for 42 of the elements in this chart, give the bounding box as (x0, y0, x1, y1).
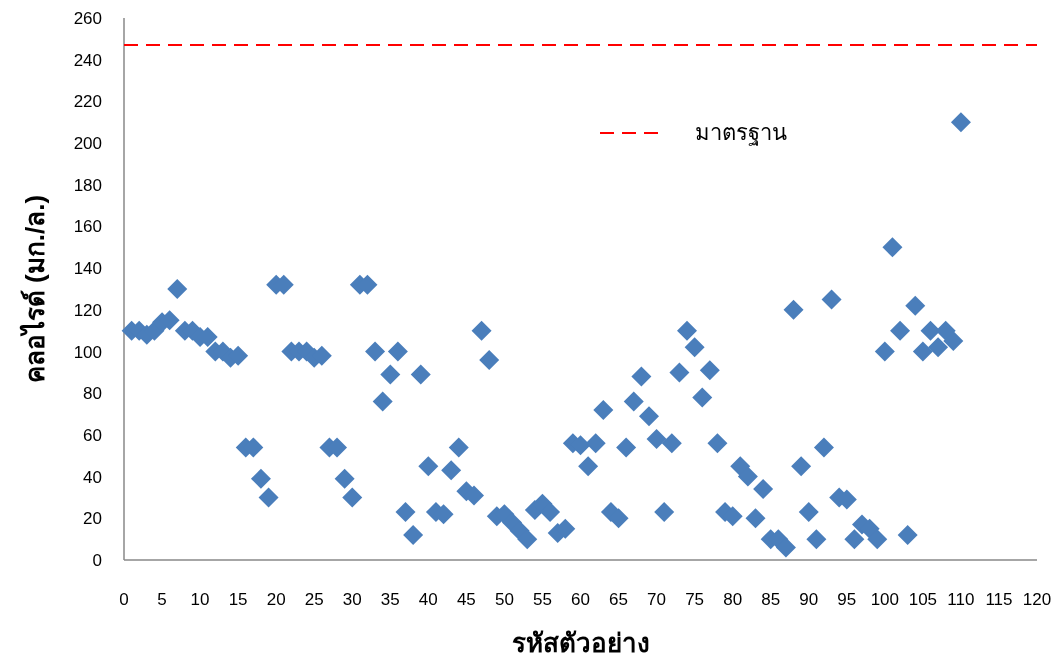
x-tick-label: 55 (533, 590, 552, 609)
x-tick-label: 120 (1022, 590, 1052, 609)
y-tick-label: 80 (83, 384, 102, 404)
y-tick-label: 40 (83, 467, 102, 487)
legend-label: มาตรฐาน (695, 120, 787, 146)
y-tick-label: 140 (73, 259, 102, 279)
x-tick-label: 60 (571, 590, 590, 609)
x-tick-label: 100 (870, 590, 900, 609)
x-tick-label: 10 (190, 590, 210, 609)
x-tick-label: 35 (380, 590, 400, 609)
x-axis-title: รหัสตัวอย่าง (511, 628, 650, 658)
x-tick-label: 105 (908, 590, 938, 609)
x-tick-label: 65 (609, 590, 628, 609)
y-tick-label: 240 (73, 50, 102, 70)
x-tick-label: 50 (494, 590, 514, 609)
y-tick-label: 160 (73, 217, 102, 237)
x-tick-label: 115 (985, 590, 1013, 609)
y-tick-label: 120 (73, 300, 102, 320)
x-tick-label: 85 (761, 590, 781, 609)
y-tick-label: 260 (73, 9, 102, 28)
y-tick-label: 20 (83, 509, 102, 529)
y-tick-label: 220 (73, 92, 102, 112)
y-axis-title: คลอไรด์ (มก./ล.) (19, 194, 50, 384)
x-tick-label: 70 (647, 590, 667, 609)
y-tick-label: 180 (73, 175, 102, 195)
y-tick-label: 0 (92, 551, 102, 570)
x-tick-label: 25 (304, 590, 324, 609)
x-tick-label: 40 (418, 590, 438, 609)
y-tick-label: 100 (73, 342, 102, 362)
x-tick-label: 20 (266, 590, 286, 609)
x-tick-label: 110 (947, 590, 975, 609)
x-tick-label: 80 (723, 590, 743, 609)
x-tick-label: 75 (685, 590, 705, 609)
x-tick-label: 90 (799, 590, 819, 609)
x-tick-label: 15 (228, 590, 248, 609)
y-tick-label: 60 (83, 425, 102, 445)
x-tick-label: 45 (456, 590, 476, 609)
y-tick-label: 200 (73, 134, 102, 154)
x-tick-label: 0 (119, 590, 129, 609)
x-tick-label: 95 (837, 590, 857, 609)
x-tick-label: 30 (342, 590, 362, 609)
x-tick-label: 5 (157, 590, 167, 609)
